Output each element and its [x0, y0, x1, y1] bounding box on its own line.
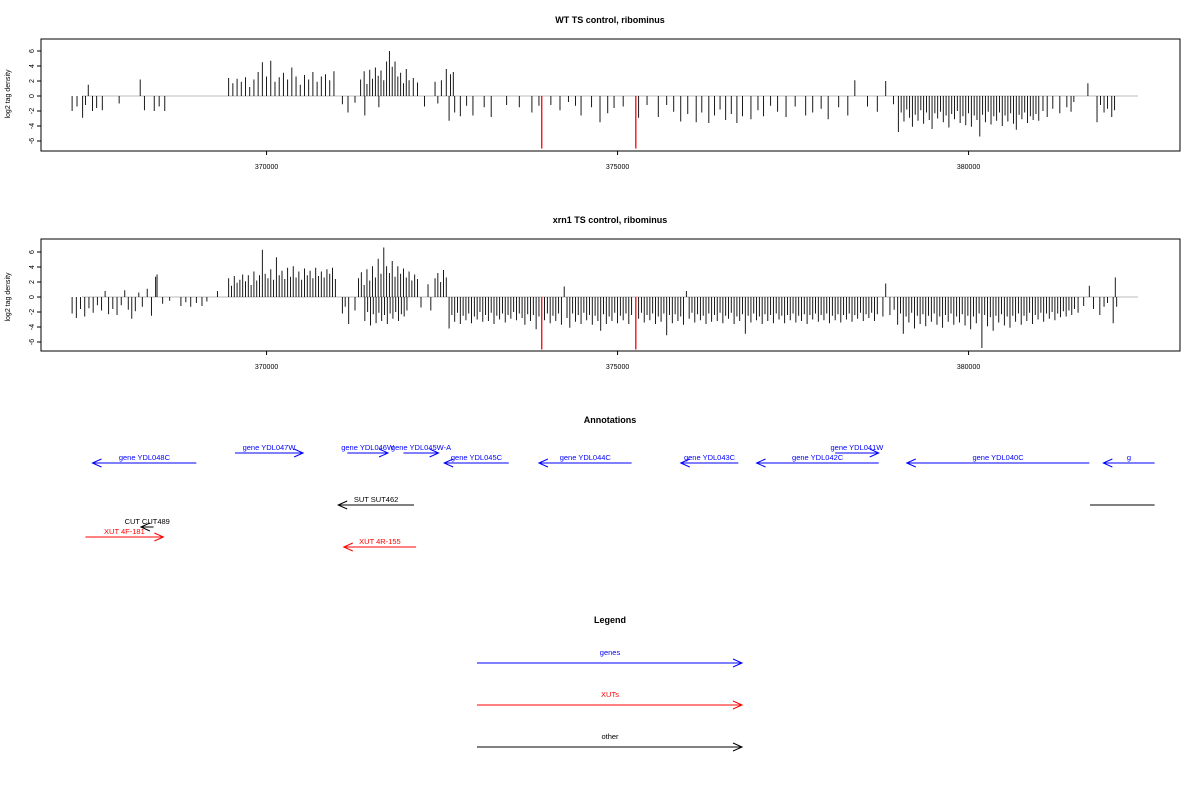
annotation-feature: XUT 4F-181	[85, 527, 165, 542]
arrow-head	[869, 448, 880, 458]
feature-label: gene YDL043C	[684, 453, 736, 462]
y-tick-label: -2	[29, 309, 36, 315]
panel-xrn1: xrn1 TS control, ribominus log2 tag dens…	[5, 215, 1181, 371]
legend-entry: XUTs	[477, 690, 744, 710]
feature-label: gene YDL046W	[341, 443, 395, 452]
y-tick-label: 6	[29, 49, 36, 53]
legend-label: other	[601, 732, 619, 741]
feature-label: gene YDL045C	[451, 453, 503, 462]
y-tick-label: -6	[29, 138, 36, 144]
y-tick-label: -2	[29, 108, 36, 114]
y-tick-label: 0	[29, 295, 36, 299]
legend: Legend genes XUTs other	[477, 615, 744, 752]
feature-label: gene YDL044C	[560, 453, 612, 462]
feature-label: gene YDL048C	[119, 453, 171, 462]
annotations-title: Annotations	[584, 415, 637, 425]
arrow-head	[91, 458, 102, 468]
y-tick-label: 4	[29, 64, 36, 68]
arrow-head	[442, 458, 454, 468]
x-tick-label: 380000	[957, 364, 980, 371]
plot-frame	[40, 238, 1181, 352]
annotation-feature: g	[1102, 453, 1155, 468]
legend-title: Legend	[594, 615, 626, 625]
annotation-feature: XUT 4R-155	[342, 537, 417, 552]
data-bars	[71, 247, 1118, 350]
chart-title: WT TS control, ribominus	[555, 15, 665, 25]
arrow-head	[336, 500, 348, 510]
arrow-head	[429, 448, 440, 458]
arrow-head	[293, 448, 305, 458]
arrow-head	[905, 458, 916, 468]
y-tick-label: 0	[29, 94, 36, 98]
annotation-feature: gene YDL046W	[341, 443, 395, 458]
arrow-head	[154, 532, 165, 542]
feature-label: gene YDL045W-A	[391, 443, 451, 452]
y-tick-label: -4	[29, 123, 36, 129]
arrow-head	[1102, 458, 1113, 468]
chart-title: xrn1 TS control, ribominus	[553, 215, 668, 225]
legend-entries: genes XUTs other	[477, 648, 744, 752]
annotation-feature: gene YDL042C	[755, 453, 879, 468]
x-tick-label: 370000	[255, 164, 278, 171]
arrow-head	[732, 742, 744, 752]
annotation-feature: gene YDL045C	[442, 453, 509, 468]
plot-frame	[40, 38, 1181, 152]
x-tick-label: 375000	[606, 364, 629, 371]
x-axis: 370000 375000 380000	[255, 151, 980, 171]
x-tick-label: 375000	[606, 164, 629, 171]
feature-label: XUT 4F-181	[104, 527, 145, 536]
x-axis: 370000 375000 380000	[255, 351, 980, 371]
annotation-feature: gene YDL043C	[679, 453, 739, 468]
arrow-head	[378, 448, 390, 458]
data-bars	[71, 51, 1116, 149]
feature-label: SUT SUT462	[354, 495, 398, 504]
annotation-feature: CUT CUT489	[125, 517, 170, 532]
x-tick-label: 380000	[957, 164, 980, 171]
y-axis: -6 -4 -2 0 2 4 6	[29, 250, 41, 345]
arrow-head	[139, 522, 151, 532]
feature-label: gene YDL040C	[972, 453, 1024, 462]
arrow-head	[732, 658, 744, 668]
y-tick-label: 2	[29, 280, 36, 284]
annotations-track: Annotations gene YDL048C gene YDL047W gene…	[85, 415, 1155, 552]
x-tick-label: 370000	[255, 364, 278, 371]
feature-label: gene YDL047W	[243, 443, 297, 452]
y-axis-label: log2 tag density	[5, 69, 12, 119]
feature-label: g	[1127, 453, 1131, 462]
annotation-feature: gene YDL047W	[234, 443, 305, 458]
arrow-head	[732, 700, 744, 710]
annotation-feature: gene YDL048C	[91, 453, 197, 468]
legend-entry: other	[477, 732, 744, 752]
feature-label: CUT CUT489	[125, 517, 170, 526]
legend-label: XUTs	[601, 690, 619, 699]
legend-label: genes	[600, 648, 621, 657]
y-tick-label: 4	[29, 265, 36, 269]
feature-label: XUT 4R-155	[359, 537, 401, 546]
y-axis-label: log2 tag density	[5, 272, 12, 322]
annotation-feature: gene YDL044C	[537, 453, 632, 468]
arrow-head	[755, 458, 766, 468]
annotation-feature: gene YDL045W-A	[391, 443, 451, 458]
annotation-feature: gene YDL041W	[831, 443, 885, 458]
annotation-feature: gene YDL040C	[905, 453, 1090, 468]
y-tick-label: -6	[29, 339, 36, 345]
arrow-head	[342, 542, 353, 552]
legend-entry: genes	[477, 648, 744, 668]
arrow-head	[537, 458, 549, 468]
arrow-head	[679, 458, 690, 468]
feature-label: gene YDL042C	[792, 453, 844, 462]
y-axis: -6 -4 -2 0 2 4 6	[29, 49, 41, 144]
panel-wt: WT TS control, ribominus log2 tag densit…	[5, 15, 1181, 171]
annotation-feature: SUT SUT462	[336, 495, 414, 510]
y-tick-label: 6	[29, 250, 36, 254]
y-tick-label: 2	[29, 79, 36, 83]
y-tick-label: -4	[29, 324, 36, 330]
feature-label: gene YDL041W	[831, 443, 885, 452]
